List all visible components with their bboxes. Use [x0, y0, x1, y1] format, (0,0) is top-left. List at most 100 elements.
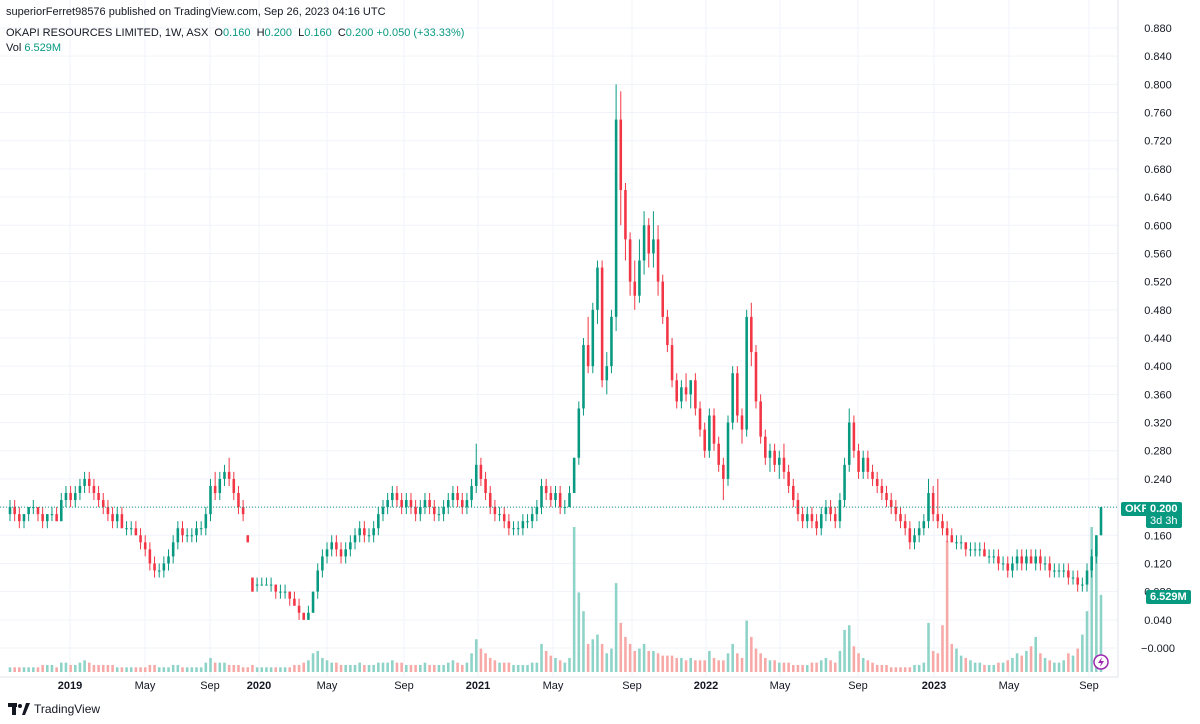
candle-body [1081, 584, 1084, 586]
candle [199, 521, 203, 536]
candle-body [1099, 507, 1103, 536]
candle [689, 380, 692, 409]
candle [446, 493, 450, 515]
volume-bar [759, 653, 762, 672]
candle-body [600, 267, 604, 381]
volume-bar [983, 664, 986, 672]
candle [451, 485, 455, 508]
tradingview-brand[interactable]: TradingView [8, 702, 100, 716]
candle [97, 485, 100, 508]
volume-bar [97, 664, 100, 672]
candle [778, 450, 781, 479]
volume-bar [596, 634, 599, 672]
volume-bar [694, 660, 697, 672]
candle [577, 401, 581, 465]
volume-bar [209, 657, 212, 672]
candle [46, 514, 49, 529]
candle [479, 457, 483, 486]
candle [307, 605, 310, 620]
candle [647, 218, 651, 268]
candle [111, 507, 114, 529]
candle-body [22, 514, 26, 522]
volume-bar [945, 541, 949, 672]
volume-bar [875, 664, 879, 672]
candle [162, 556, 166, 578]
volume-bar [1011, 657, 1014, 672]
candle-body [936, 514, 940, 522]
candle-body [824, 507, 828, 515]
candle [36, 507, 40, 522]
candle-body [680, 387, 683, 402]
candle [712, 408, 716, 451]
candle [1053, 563, 1056, 578]
candle [1062, 563, 1065, 578]
volume-bar [824, 657, 828, 672]
volume-bar [549, 655, 553, 672]
volume-bar [987, 664, 991, 672]
candle-body [516, 528, 520, 530]
candle [759, 394, 762, 444]
candle-body [1006, 563, 1010, 571]
candle-body [241, 507, 245, 515]
candle-body [628, 239, 632, 282]
candle [964, 542, 968, 557]
candle [1071, 570, 1075, 585]
volume-bar [241, 667, 245, 672]
x-tick-label: May [543, 680, 564, 692]
candle [526, 514, 529, 529]
candle-body [927, 493, 930, 522]
volume-bar [279, 667, 282, 672]
candle-body [815, 521, 818, 529]
candle-body [894, 507, 898, 515]
candle-body [698, 408, 702, 430]
volume-bar [847, 625, 851, 672]
candle [139, 528, 142, 550]
candle [638, 239, 641, 303]
candle [143, 535, 147, 557]
candle [796, 493, 800, 522]
candle [101, 493, 105, 515]
candle-body [321, 556, 324, 571]
candle [227, 457, 231, 486]
candle [223, 464, 226, 486]
y-tick-label: 0.120 [1144, 558, 1172, 570]
candle [423, 493, 427, 515]
x-tick-label: Sep [1079, 680, 1099, 692]
volume-bar [717, 660, 720, 672]
candle-body [917, 528, 921, 536]
candle-body [810, 514, 814, 522]
volume-bar [400, 662, 403, 672]
candle [1099, 507, 1103, 536]
candle-body [36, 507, 40, 515]
candle [764, 429, 767, 465]
candle-body [386, 500, 389, 508]
candle-body [1095, 535, 1098, 557]
candle-body [209, 485, 212, 515]
candle [656, 225, 660, 296]
candle [703, 422, 706, 458]
candle-body [1011, 563, 1014, 571]
candle-body [456, 493, 459, 501]
volume-bar [642, 643, 646, 672]
candle [465, 493, 469, 515]
candle-body [307, 612, 310, 620]
candle [927, 478, 930, 529]
y-tick-label: 0.680 [1144, 164, 1172, 176]
volume-bar [917, 664, 921, 672]
candle-body [722, 464, 725, 479]
candle [908, 521, 912, 550]
candle [903, 514, 907, 536]
volume-bar [866, 660, 870, 672]
candle [50, 507, 54, 522]
candle-body [997, 556, 1000, 564]
symbol-description[interactable]: OKAPI RESOURCES LIMITED, 1W, ASX [6, 27, 209, 39]
volume-bar [899, 667, 902, 672]
candle [936, 478, 940, 529]
x-tick-label: Sep [394, 680, 414, 692]
candle [92, 478, 96, 501]
change-value: +0.050 (+33.33%) [376, 27, 465, 39]
volume-bar [349, 664, 352, 672]
candle-body [829, 507, 832, 515]
volume-bar [1095, 545, 1098, 672]
